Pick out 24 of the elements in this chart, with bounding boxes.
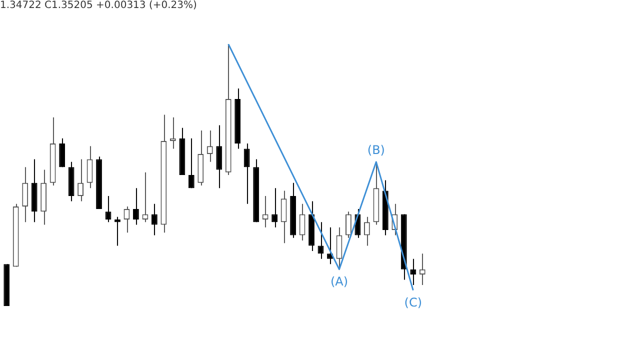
annotation: (B) — [367, 143, 385, 158]
candlestick — [22, 166, 28, 223]
candlestick — [244, 143, 250, 204]
candlestick — [419, 253, 426, 286]
candlestick — [78, 158, 84, 202]
candlestick — [206, 130, 213, 162]
candlestick — [327, 226, 333, 265]
candlestick — [346, 211, 352, 238]
chart-title: 1.34722 C1.35205 +0.00313 (+0.23%) — [0, 0, 197, 11]
candlestick — [151, 203, 158, 236]
candlestick — [318, 222, 324, 260]
candlestick — [262, 195, 268, 228]
candlestick — [59, 138, 66, 168]
candlestick — [272, 188, 278, 228]
candlestick — [133, 188, 139, 226]
candlestick — [299, 203, 306, 241]
annotation: (C) — [404, 295, 422, 310]
candlestick — [410, 258, 416, 286]
annotation: (A) — [330, 274, 348, 288]
candlestick — [280, 190, 287, 244]
candlestick — [105, 195, 112, 223]
candlestick — [364, 216, 370, 246]
candlestick — [188, 138, 194, 189]
candlestick — [216, 124, 222, 189]
